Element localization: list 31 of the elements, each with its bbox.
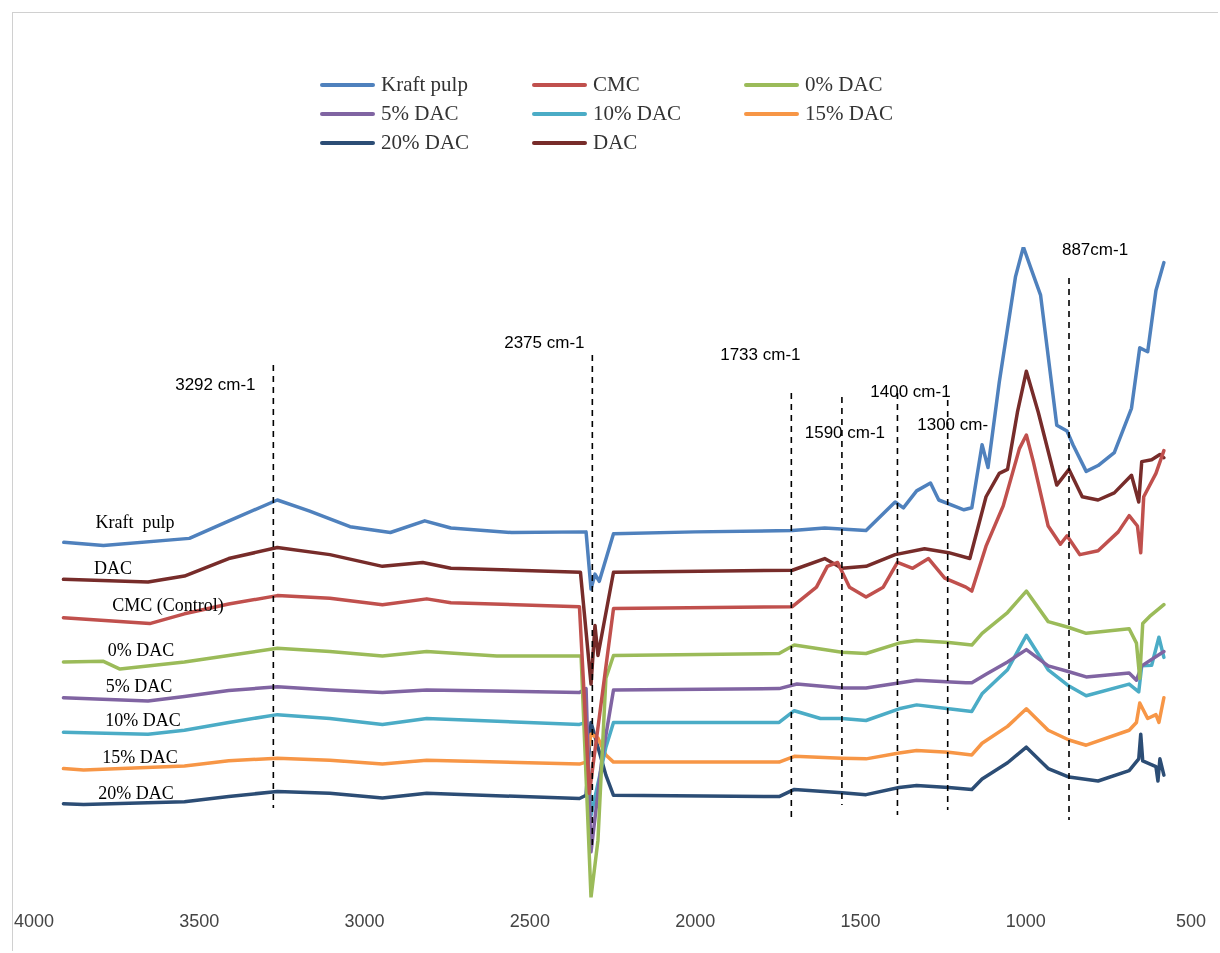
ref-line-label: 1400 cm-1 [870, 381, 951, 401]
annotation: 0% DAC [107, 639, 175, 660]
x-tick-label: 500 [1175, 911, 1207, 932]
legend-label: Kraft pulp [381, 72, 468, 97]
ref-line-label: 3292 cm-1 [175, 374, 256, 394]
legend-label: 0% DAC [805, 72, 883, 97]
annotation: 15% DAC [102, 746, 178, 767]
legend-label: 10% DAC [593, 101, 682, 126]
annotation: 5% DAC [105, 675, 173, 696]
x-tick-label: 2500 [509, 911, 550, 932]
legend-label: 15% DAC [805, 101, 894, 126]
annotation: Kraft pulp [95, 511, 175, 532]
legend-label: 5% DAC [381, 101, 459, 126]
ref-line-label: 1590 cm-1 [804, 422, 886, 442]
x-tick-label: 4000 [14, 911, 55, 932]
ref-line-label: 1300 cm- [917, 414, 989, 434]
x-tick-label: 1500 [840, 911, 881, 932]
annotation: CMC (Control) [112, 594, 224, 616]
annotation: 20% DAC [98, 782, 174, 803]
x-tick-label: 2000 [675, 911, 716, 932]
ref-line-label: 1733 cm-1 [720, 344, 801, 364]
ref-line-label: 887cm-1 [1061, 239, 1129, 259]
annotation: DAC [93, 557, 133, 578]
annotation: 10% DAC [105, 709, 181, 730]
x-tick-label: 3000 [344, 911, 385, 932]
legend-label: DAC [593, 130, 638, 155]
x-tick-label: 3500 [179, 911, 220, 932]
ref-line-label: 2375 cm-1 [504, 332, 585, 352]
legend-label: 20% DAC [381, 130, 470, 155]
legend-label: CMC [593, 72, 640, 97]
x-tick-label: 1000 [1005, 911, 1046, 932]
